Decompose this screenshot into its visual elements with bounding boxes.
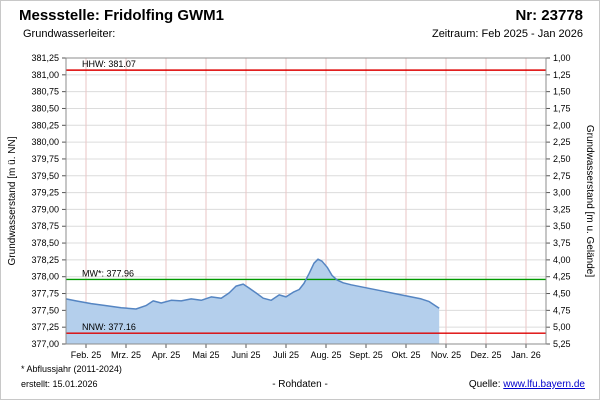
period-label: Zeitraum: Feb 2025 - Jan 2026 bbox=[431, 28, 583, 40]
left-axis-tick: 379,00 bbox=[31, 204, 59, 214]
page-title: Messstelle: Fridolfing GWM1 bbox=[19, 7, 225, 24]
right-axis-tick: 5,25 bbox=[553, 339, 571, 349]
right-axis-tick: 4,25 bbox=[553, 272, 571, 282]
right-axis-tick: 5,00 bbox=[553, 322, 571, 332]
right-axis-tick: 1,75 bbox=[553, 103, 571, 113]
x-axis-tick: Mrz. 25 bbox=[111, 350, 141, 360]
right-axis-label: Grundwasserstand [m u. Gelände] bbox=[584, 125, 595, 278]
left-axis-tick: 378,75 bbox=[31, 221, 59, 231]
right-axis-tick: 4,00 bbox=[553, 255, 571, 265]
right-axis-tick: 2,00 bbox=[553, 120, 571, 130]
source-line: Quelle: www.lfu.bayern.de bbox=[469, 379, 585, 390]
x-axis-tick: Jan. 26 bbox=[511, 350, 541, 360]
x-axis-tick: Okt. 25 bbox=[391, 350, 420, 360]
left-axis-tick: 380,50 bbox=[31, 103, 59, 113]
left-axis-tick: 377,25 bbox=[31, 322, 59, 332]
left-axis-tick: 377,00 bbox=[31, 339, 59, 349]
right-axis-tick: 2,75 bbox=[553, 171, 571, 181]
x-axis-tick: Juni 25 bbox=[231, 350, 260, 360]
left-axis-tick: 378,25 bbox=[31, 255, 59, 265]
x-axis-tick: Nov. 25 bbox=[431, 350, 461, 360]
right-axis-tick: 3,50 bbox=[553, 221, 571, 231]
footnote-abflussjahr: * Abflussjahr (2011-2024) bbox=[21, 364, 122, 374]
plot-border bbox=[65, 57, 547, 345]
left-axis-tick: 381,25 bbox=[31, 53, 59, 63]
left-axis-tick: 379,75 bbox=[31, 154, 59, 164]
left-axis-tick: 381,00 bbox=[31, 70, 59, 80]
left-axis-tick: 377,50 bbox=[31, 305, 59, 315]
refline-label-mw: MW*: 377.96 bbox=[82, 268, 134, 278]
left-axis-tick: 378,00 bbox=[31, 272, 59, 282]
left-axis-tick: 379,50 bbox=[31, 171, 59, 181]
left-axis-tick: 378,50 bbox=[31, 238, 59, 248]
x-axis-tick: Dez. 25 bbox=[470, 350, 501, 360]
left-axis-tick: 380,00 bbox=[31, 137, 59, 147]
left-axis-label: Grundwasserstand [m ü. NN] bbox=[7, 136, 18, 265]
series-line bbox=[65, 258, 440, 310]
created-date: erstellt: 15.01.2026 bbox=[21, 379, 98, 389]
groundwater-chart: 381,25 1,00 381,00 1,25 380,75 1,50 380,50 1,75… bbox=[7, 53, 595, 360]
right-axis-tick: 1,50 bbox=[553, 87, 571, 97]
right-axis-tick: 2,50 bbox=[553, 154, 571, 164]
source-link[interactable]: www.lfu.bayern.de bbox=[503, 379, 585, 390]
right-axis-tick: 3,00 bbox=[553, 188, 571, 198]
left-axis-tick: 380,25 bbox=[31, 120, 59, 130]
series-area bbox=[66, 259, 440, 344]
x-axis-tick: Mai 25 bbox=[192, 350, 219, 360]
refline-label-nnw: NNW: 377.16 bbox=[82, 322, 136, 332]
station-number: Nr: 23778 bbox=[515, 7, 583, 24]
left-axis-tick: 380,75 bbox=[31, 87, 59, 97]
right-axis-tick: 1,25 bbox=[553, 70, 571, 80]
right-axis-tick: 4,50 bbox=[553, 289, 571, 299]
aquifer-label: Grundwasserleiter: bbox=[23, 28, 116, 40]
x-axis-tick: Apr. 25 bbox=[152, 350, 181, 360]
source-label: Quelle: bbox=[468, 379, 504, 390]
left-axis-tick: 377,75 bbox=[31, 289, 59, 299]
x-axis-tick: Aug. 25 bbox=[310, 350, 341, 360]
rohdaten-label: - Rohdaten - bbox=[272, 379, 328, 390]
right-axis-tick: 3,25 bbox=[553, 204, 571, 214]
right-axis-tick: 3,75 bbox=[553, 238, 571, 248]
x-axis-tick: Sept. 25 bbox=[349, 350, 383, 360]
refline-label-hhw: HHW: 381.07 bbox=[82, 59, 136, 69]
x-axis-tick: Feb. 25 bbox=[71, 350, 102, 360]
right-axis-tick: 1,00 bbox=[553, 53, 571, 63]
left-axis-tick: 379,25 bbox=[31, 188, 59, 198]
right-axis-tick: 4,75 bbox=[553, 305, 571, 315]
right-axis-tick: 2,25 bbox=[553, 137, 571, 147]
x-axis-tick: Juli 25 bbox=[273, 350, 299, 360]
